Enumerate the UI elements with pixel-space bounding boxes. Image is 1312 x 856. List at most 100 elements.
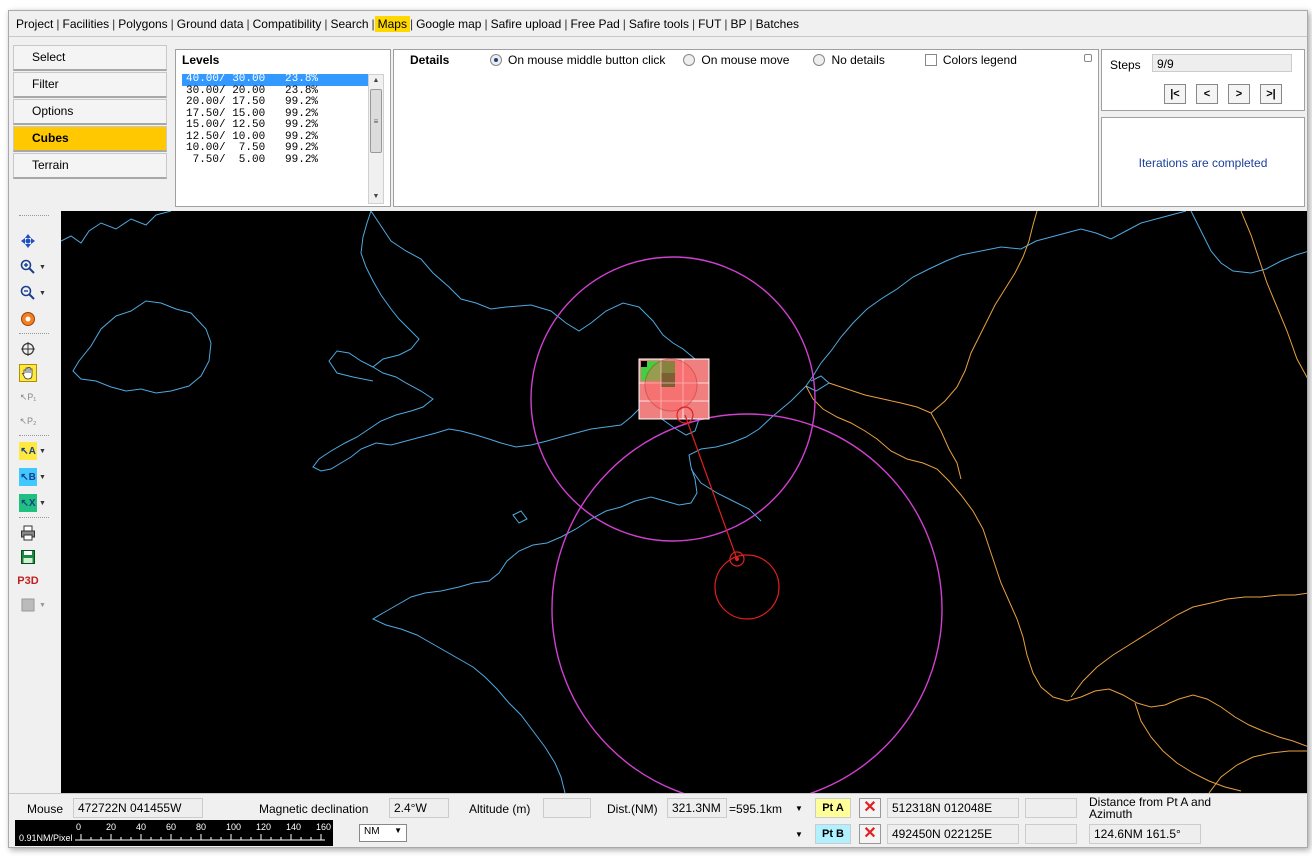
menu-item-safire-tools[interactable]: Safire tools	[628, 16, 689, 31]
point-a-icon: ↖A	[19, 442, 37, 460]
dropdown-arrow-icon[interactable]: ▼	[39, 473, 46, 481]
menu-item-batches[interactable]: Batches	[755, 16, 800, 31]
colors-legend-checkbox[interactable]: Colors legend	[924, 53, 1017, 67]
level-row[interactable]: 10.00/ 7.50 99.2%	[186, 142, 319, 154]
units-select[interactable]: NM ▼	[359, 824, 407, 842]
toolbar-divider	[19, 215, 49, 216]
zoom-in-tool[interactable]: ▼	[19, 257, 53, 277]
first-step-button[interactable]: |<	[1164, 84, 1186, 104]
dropdown-arrow-icon[interactable]: ▼	[39, 263, 46, 271]
menu-item-fut[interactable]: FUT	[698, 16, 722, 31]
clear-point-b-button[interactable]: ✕	[859, 824, 881, 844]
menu-separator: |	[622, 16, 626, 31]
coastline-wales	[328, 350, 374, 382]
units-value: NM	[364, 826, 380, 837]
point-2-tool[interactable]: ↖P₂	[19, 411, 53, 431]
border-germany	[930, 211, 1038, 414]
side-button-filter[interactable]: Filter	[13, 72, 167, 98]
coastline-britain	[312, 211, 710, 472]
full-extent-tool[interactable]	[19, 309, 53, 329]
print-tool[interactable]	[19, 523, 53, 543]
radio-middle-click[interactable]: On mouse middle button click	[490, 53, 665, 67]
side-button-cubes[interactable]: Cubes	[13, 126, 167, 152]
coastline-lowlands	[805, 211, 1187, 387]
steps-panel: Steps 9/9 |< < > >|	[1101, 49, 1305, 111]
distance-azimuth-value: 124.6NM 161.5°	[1089, 824, 1201, 844]
hand-pan-tool[interactable]	[19, 363, 53, 383]
coastline-scheldt	[805, 375, 830, 392]
pan-arrows-tool[interactable]	[19, 231, 53, 251]
level-row[interactable]: 20.00/ 17.50 99.2%	[186, 96, 319, 108]
next-step-button[interactable]: >	[1228, 84, 1250, 104]
menu-separator: |	[170, 16, 174, 31]
menu-item-safire-upload[interactable]: Safire upload	[490, 16, 562, 31]
dropdown-arrow-icon[interactable]: ▼	[39, 447, 46, 455]
point-a-dropdown-icon[interactable]: ▼	[795, 804, 803, 813]
radio-mouse-move[interactable]: On mouse move	[683, 53, 789, 67]
menu-item-compatibility[interactable]: Compatibility	[252, 16, 322, 31]
menu-item-ground-data[interactable]: Ground data	[176, 16, 244, 31]
level-row[interactable]: 40.00/ 30.00 23.8%	[182, 73, 368, 86]
point-b-dropdown-icon[interactable]: ▼	[795, 830, 803, 839]
border-italy	[1208, 750, 1307, 793]
point-b-tool[interactable]: ↖B ▼	[19, 467, 53, 487]
globe-reset-icon	[19, 310, 37, 328]
map-canvas[interactable]	[61, 211, 1308, 793]
scroll-thumb[interactable]: ≡	[370, 89, 382, 153]
view-3d-tool[interactable]: P3D	[17, 571, 53, 591]
zoom-in-icon	[19, 258, 37, 276]
distance-line	[684, 414, 738, 560]
zoom-out-tool[interactable]: ▼	[19, 283, 53, 303]
save-tool[interactable]	[19, 547, 53, 567]
dropdown-arrow-icon[interactable]: ▼	[39, 499, 46, 507]
menu-item-facilities[interactable]: Facilities	[62, 16, 110, 31]
expand-icon[interactable]	[1084, 54, 1092, 62]
level-row[interactable]: 7.50/ 5.00 99.2%	[186, 153, 319, 166]
map-view[interactable]	[61, 211, 1308, 793]
menu-item-google-map[interactable]: Google map	[416, 16, 482, 31]
scroll-down-icon[interactable]: ▼	[372, 193, 380, 200]
steps-value: 9/9	[1152, 54, 1292, 72]
side-button-select[interactable]: Select	[13, 45, 167, 71]
point-b-inner	[735, 557, 739, 561]
point-1-tool[interactable]: ↖P₁	[19, 387, 53, 407]
center-tool[interactable]	[19, 339, 53, 359]
menu-item-maps[interactable]: Maps	[374, 15, 410, 32]
menu-item-project[interactable]: Project	[16, 16, 54, 31]
extra-tool[interactable]: ▼	[19, 595, 53, 615]
scale-tick-label: 80	[196, 822, 207, 832]
menu-separator: |	[484, 16, 488, 31]
menu-item-free-pad[interactable]: Free Pad	[570, 16, 620, 31]
side-button-options[interactable]: Options	[13, 99, 167, 125]
steps-label: Steps	[1110, 58, 1141, 72]
level-row[interactable]: 12.50/ 10.00 99.2%	[186, 130, 319, 143]
level-row[interactable]: 17.50/ 15.00 99.2%	[186, 107, 319, 120]
prev-step-button[interactable]: <	[1196, 84, 1218, 104]
levels-title: Levels	[182, 53, 220, 67]
scale-tick-label: 100	[226, 822, 242, 832]
radio-no-details[interactable]: No details	[813, 53, 885, 67]
level-row[interactable]: 15.00/ 12.50 99.2%	[186, 119, 319, 131]
dropdown-arrow-icon[interactable]: ▼	[39, 601, 46, 609]
cube-grid[interactable]	[638, 358, 710, 420]
close-icon: ✕	[863, 799, 877, 816]
point-a-button[interactable]: Pt A	[815, 798, 851, 818]
dropdown-arrow-icon[interactable]: ▼	[39, 289, 46, 297]
menu-item-search[interactable]: Search	[330, 16, 369, 31]
side-button-terrain[interactable]: Terrain	[13, 153, 167, 179]
menu-item-bp[interactable]: BP	[730, 16, 747, 31]
levels-list[interactable]: 40.00/ 30.00 23.8% 30.00/ 20.00 23.8% 20.0…	[182, 73, 368, 204]
crosshair-icon	[19, 340, 37, 358]
menu-item-polygons[interactable]: Polygons	[118, 16, 168, 31]
last-step-button[interactable]: >|	[1260, 84, 1282, 104]
point-x-icon: ↖X	[19, 494, 37, 512]
levels-scrollbar[interactable]: ▲ ≡ ▼	[368, 74, 384, 204]
point-a-tool[interactable]: ↖A ▼	[19, 441, 53, 461]
clear-point-a-button[interactable]: ✕	[859, 798, 881, 818]
point-b-button[interactable]: Pt B	[815, 824, 851, 844]
scroll-up-icon[interactable]: ▲	[372, 77, 380, 84]
level-row[interactable]: 30.00/ 20.00 23.8%	[186, 84, 319, 97]
point-a-extra	[1025, 798, 1077, 818]
point-x-tool[interactable]: ↖X ▼	[19, 493, 53, 513]
3d-view-icon: P3D	[17, 575, 39, 587]
